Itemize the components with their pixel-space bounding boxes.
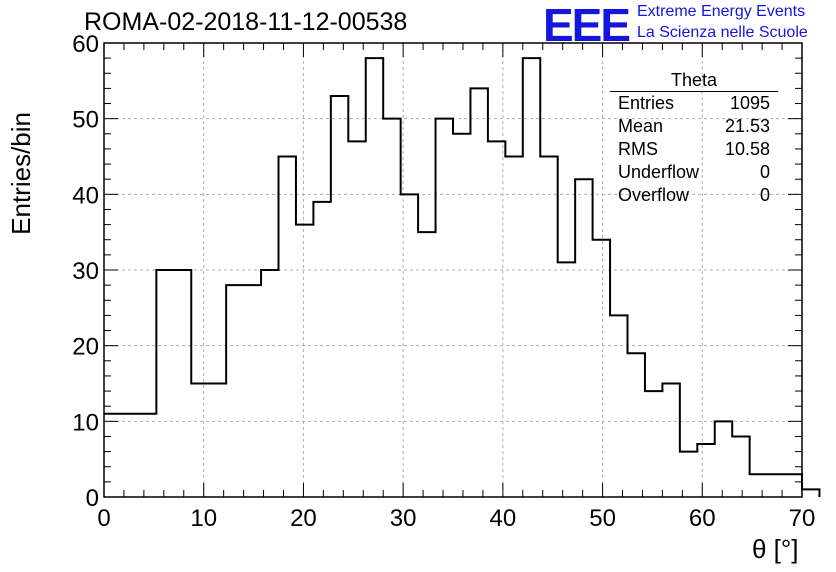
stats-value: 0	[759, 185, 770, 205]
x-tick-label: 10	[190, 505, 217, 532]
x-tick-label: 50	[589, 505, 616, 532]
stats-label: Mean	[618, 116, 664, 136]
x-axis-label: θ [°]	[752, 534, 799, 564]
histogram-bin	[331, 96, 348, 497]
axis-ticks	[103, 42, 803, 498]
histogram-bin	[750, 474, 767, 497]
stats-row: RMS 10.58	[610, 138, 778, 161]
x-tick-label: 30	[390, 505, 417, 532]
histogram-bin	[348, 141, 365, 497]
histogram-bin	[470, 88, 487, 497]
histogram-bin	[610, 315, 627, 497]
y-tick-label: 0	[86, 485, 99, 512]
histogram-bin	[174, 270, 191, 497]
y-tick-label: 40	[72, 182, 99, 209]
y-tick-label: 30	[72, 258, 99, 285]
histogram-bin	[662, 384, 679, 498]
x-tick-label: 40	[490, 505, 517, 532]
x-tick-label: 20	[290, 505, 317, 532]
stats-value: 10.58	[724, 139, 770, 159]
histogram-bin	[732, 436, 749, 497]
histogram-outline	[104, 57, 821, 497]
stats-value: 1095	[729, 93, 770, 113]
x-tick-label: 60	[689, 505, 716, 532]
histogram-bin	[628, 353, 645, 497]
histogram-bin	[296, 225, 313, 497]
stats-label: RMS	[618, 139, 658, 159]
histogram-bin	[523, 58, 540, 497]
histogram-bin	[313, 202, 330, 497]
chart-title: ROMA-02-2018-11-12-00538	[84, 8, 408, 36]
histogram-bin	[785, 474, 802, 497]
eee-logo: EEE	[543, 0, 631, 51]
histogram-bin	[279, 157, 296, 498]
x-tick-label: 70	[789, 505, 816, 532]
histogram-bin	[121, 414, 138, 497]
histogram-bin	[191, 384, 208, 498]
y-tick-label: 60	[72, 31, 99, 58]
y-tick-label: 50	[72, 107, 99, 134]
histogram-bin	[558, 262, 575, 497]
histogram-bin	[366, 58, 383, 497]
histogram-bin	[383, 119, 400, 497]
histogram-bin	[540, 157, 557, 498]
histogram-bin	[697, 444, 714, 497]
histogram-bin	[104, 414, 121, 497]
histogram-bin	[139, 414, 156, 497]
stats-box: Theta Entries 1095 Mean 21.53 RMS 10.58 …	[610, 70, 778, 207]
histogram-bin	[575, 179, 592, 497]
histogram-bin	[418, 232, 435, 497]
stats-value: 21.53	[724, 116, 770, 136]
histogram-bin	[453, 134, 470, 497]
histogram-bin	[715, 421, 732, 497]
histogram-bin	[156, 270, 173, 497]
histogram-bin	[244, 285, 261, 497]
stats-label: Underflow	[618, 162, 700, 182]
stats-label: Overflow	[618, 185, 690, 205]
tick-labels: 0 10 20 30 40 50 60 70 0 10 20 30 40 50 60	[72, 31, 815, 532]
logo-line-2: La Scienza nelle Scuole	[637, 24, 808, 41]
y-tick-label: 10	[72, 409, 99, 436]
histogram-bin	[505, 157, 522, 498]
histogram-bin	[488, 141, 505, 497]
stats-row: Mean 21.53	[610, 115, 778, 138]
histogram-bin	[593, 240, 610, 497]
histogram-bin	[645, 391, 662, 497]
histogram-bin	[401, 194, 418, 497]
y-tick-label: 20	[72, 334, 99, 361]
stats-row: Overflow 0	[610, 184, 778, 207]
histogram-bin	[802, 489, 819, 497]
histogram-bin	[436, 119, 453, 497]
stats-row: Entries 1095	[610, 92, 778, 115]
histogram-bin	[680, 452, 697, 497]
histogram-bin	[261, 270, 278, 497]
stats-label: Entries	[618, 93, 675, 113]
x-tick-label: 0	[97, 505, 110, 532]
histogram-bin	[209, 384, 226, 498]
stats-value: 0	[759, 162, 770, 182]
stats-title: Theta	[610, 70, 778, 92]
histogram-bin	[767, 474, 784, 497]
y-axis-label: Entries/bin	[6, 112, 36, 235]
logo-line-1: Extreme Energy Events	[637, 3, 806, 20]
histogram-bin	[226, 285, 243, 497]
stats-row: Underflow 0	[610, 161, 778, 184]
